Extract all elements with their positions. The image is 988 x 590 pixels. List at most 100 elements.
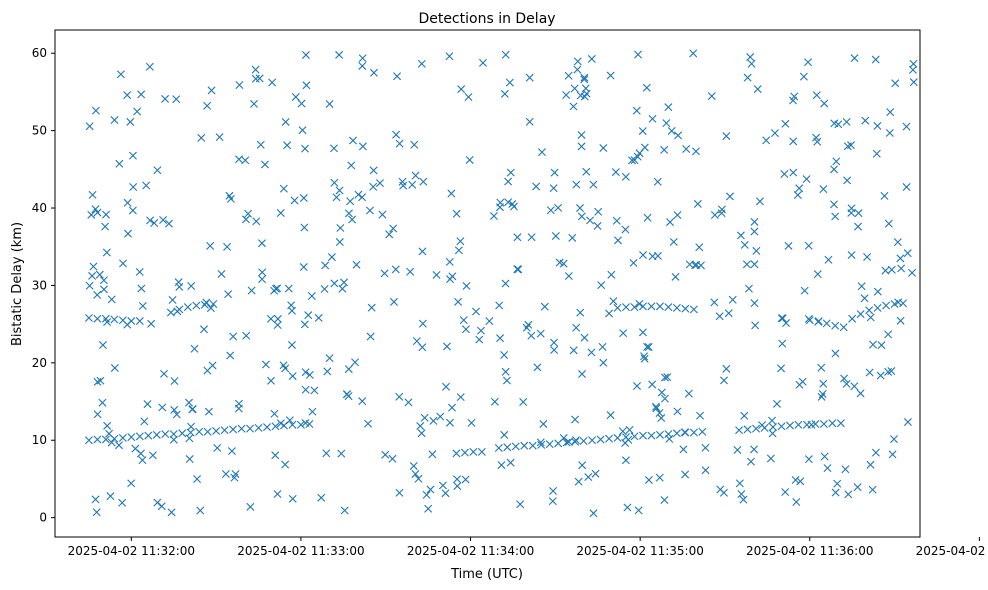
data-point	[428, 450, 437, 459]
data-point	[170, 377, 179, 386]
data-point	[187, 282, 196, 290]
data-point	[673, 407, 682, 416]
data-point	[632, 106, 641, 115]
data-point	[798, 377, 807, 386]
data-point	[367, 303, 376, 312]
data-point	[110, 363, 119, 372]
data-point	[389, 224, 398, 233]
data-point	[782, 319, 791, 328]
data-point	[887, 265, 896, 274]
data-point	[789, 168, 798, 177]
data-point	[288, 372, 297, 381]
data-point	[426, 485, 435, 494]
data-point	[456, 237, 465, 246]
data-point	[643, 213, 652, 222]
data-point	[461, 325, 470, 334]
data-point	[896, 254, 905, 263]
data-point	[146, 216, 155, 225]
data-point	[839, 323, 848, 332]
data-point	[722, 364, 731, 373]
data-point	[119, 259, 128, 268]
data-point	[137, 284, 146, 293]
data-point	[562, 438, 571, 447]
data-point	[256, 140, 265, 149]
data-point	[457, 85, 466, 94]
data-point	[307, 292, 316, 300]
data-point	[696, 411, 705, 420]
data-point	[814, 317, 823, 326]
data-point	[301, 50, 310, 59]
data-point	[571, 415, 580, 424]
data-point	[161, 94, 170, 103]
y-tick-label: 10	[32, 433, 47, 447]
data-point	[304, 311, 313, 320]
data-point	[865, 306, 874, 315]
data-point	[629, 258, 638, 267]
data-point	[819, 185, 828, 194]
data-point	[633, 382, 642, 390]
data-point	[850, 382, 859, 391]
data-point	[648, 380, 657, 389]
data-point	[710, 298, 719, 307]
data-point	[252, 217, 261, 226]
data-point	[128, 151, 137, 160]
data-point	[102, 248, 111, 257]
data-point	[271, 422, 280, 431]
data-point	[611, 168, 620, 177]
data-point	[273, 490, 282, 499]
data-point	[819, 420, 828, 428]
data-point	[346, 197, 355, 206]
data-point	[129, 182, 138, 191]
data-point	[115, 159, 124, 168]
data-point	[153, 166, 162, 175]
data-point	[640, 143, 649, 152]
data-point	[288, 420, 297, 429]
data-point	[503, 443, 512, 452]
data-point	[672, 429, 681, 438]
data-point	[291, 92, 300, 101]
data-point	[884, 330, 893, 339]
data-point	[569, 346, 578, 355]
data-point	[638, 127, 647, 136]
data-point	[873, 121, 882, 130]
data-point	[511, 442, 520, 451]
data-point	[271, 284, 280, 293]
data-point	[287, 340, 296, 349]
data-point	[871, 55, 880, 64]
data-point	[740, 411, 749, 420]
data-point	[300, 223, 309, 232]
data-point	[378, 210, 387, 219]
data-point	[618, 427, 627, 436]
data-point	[147, 319, 156, 328]
data-point	[88, 271, 97, 280]
data-point	[717, 205, 726, 214]
data-point	[848, 314, 857, 323]
data-point	[501, 50, 510, 59]
data-point	[897, 264, 906, 273]
data-point	[665, 434, 674, 443]
data-point	[643, 342, 652, 351]
data-point	[495, 301, 504, 310]
data-point	[657, 414, 666, 423]
data-point	[310, 386, 319, 395]
data-point	[258, 268, 267, 277]
data-point	[831, 488, 840, 497]
y-tick-label: 40	[32, 201, 47, 215]
data-point	[790, 92, 799, 101]
data-point	[681, 470, 690, 479]
data-point	[586, 216, 595, 225]
data-point	[577, 142, 586, 151]
data-point	[365, 206, 374, 215]
data-point	[865, 368, 874, 377]
data-point	[102, 210, 111, 219]
data-point	[225, 191, 234, 200]
data-point	[203, 366, 212, 375]
data-point	[638, 302, 647, 311]
data-point	[172, 95, 181, 104]
data-point	[438, 481, 447, 490]
data-point	[255, 74, 264, 83]
data-point	[778, 339, 787, 348]
data-point	[358, 61, 367, 70]
data-point	[235, 81, 244, 90]
data-point	[647, 302, 656, 311]
